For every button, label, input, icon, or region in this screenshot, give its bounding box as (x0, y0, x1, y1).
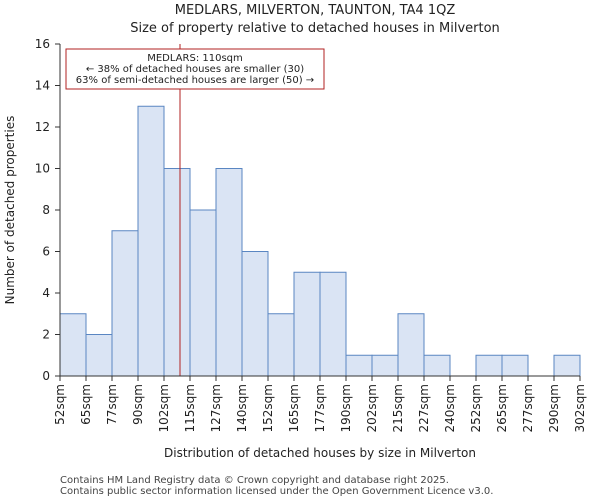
bar-127sqm (215, 168, 243, 377)
x-tick-label: 65sqm (79, 384, 93, 425)
x-tick-label: 290sqm (547, 384, 561, 432)
chart-subtitle: Size of property relative to detached ho… (130, 21, 500, 36)
x-tick-label: 252sqm (469, 384, 483, 432)
annotation-title: MEDLARS: 110sqm (147, 53, 243, 64)
bar-202sqm (371, 354, 399, 377)
bar-140sqm (241, 251, 269, 377)
y-tick-label: 14 (35, 79, 50, 93)
y-axis-label: Number of detached properties (3, 116, 17, 305)
bar-90sqm (137, 105, 165, 377)
x-tick-label: 52sqm (53, 384, 67, 425)
x-tick-label: 227sqm (417, 384, 431, 432)
y-tick-label: 16 (35, 37, 50, 51)
annotation-box: MEDLARS: 110sqm ← 38% of detached houses… (65, 48, 325, 90)
bar-265sqm (501, 354, 529, 377)
x-tick-label: 215sqm (391, 384, 405, 432)
bar-52sqm (59, 313, 87, 377)
x-tick-label: 127sqm (209, 384, 223, 432)
y-tick-label: 0 (42, 369, 50, 383)
y-ticks: 0 2 4 6 8 10 12 14 16 (35, 37, 60, 383)
annotation-smaller: ← 38% of detached houses are smaller (30… (86, 64, 304, 75)
chart-title: MEDLARS, MILVERTON, TAUNTON, TA4 1QZ (175, 3, 456, 18)
y-tick-label: 8 (42, 203, 50, 217)
footer-line-2: Contains public sector information licen… (60, 486, 493, 497)
bar-77sqm (111, 230, 139, 377)
bar-102sqm (163, 168, 191, 377)
x-tick-label: 277sqm (521, 384, 535, 432)
bar-165sqm (293, 271, 321, 377)
y-tick-label: 12 (35, 120, 50, 134)
x-tick-label: 240sqm (443, 384, 457, 432)
x-tick-label: 90sqm (131, 384, 145, 425)
x-tick-label: 152sqm (261, 384, 275, 432)
x-tick-label: 115sqm (183, 384, 197, 432)
x-axis-label: Distribution of detached houses by size … (164, 446, 476, 460)
y-tick-label: 6 (42, 245, 50, 259)
x-tick-label: 77sqm (105, 384, 119, 425)
bar-65sqm (85, 334, 113, 377)
annotation-larger: 63% of semi-detached houses are larger (… (76, 75, 314, 86)
bar-252sqm (475, 354, 503, 377)
x-tick-label: 202sqm (365, 384, 379, 432)
annotation-rect (65, 48, 325, 90)
bars (59, 105, 581, 377)
bar-177sqm (319, 271, 347, 377)
y-tick-label: 10 (35, 162, 50, 176)
x-tick-label: 265sqm (495, 384, 509, 432)
footer-line-1: Contains HM Land Registry data © Crown c… (60, 475, 449, 486)
x-tick-label: 140sqm (235, 384, 249, 432)
bar-290sqm (553, 354, 581, 377)
bar-215sqm (397, 313, 425, 377)
y-tick-label: 4 (42, 286, 50, 300)
bar-115sqm (189, 209, 217, 377)
x-tick-label: 190sqm (339, 384, 353, 432)
x-ticks: 52sqm 65sqm 77sqm 90sqm 102sqm 115sqm 127sqm 14… (53, 376, 587, 432)
bar-152sqm (267, 313, 295, 377)
bar-190sqm (345, 354, 373, 377)
x-tick-label: 177sqm (313, 384, 327, 432)
x-tick-label: 165sqm (287, 384, 301, 432)
x-tick-label: 302sqm (573, 384, 587, 432)
x-tick-label: 102sqm (157, 384, 171, 432)
bar-227sqm (423, 354, 451, 377)
y-tick-label: 2 (42, 328, 50, 342)
